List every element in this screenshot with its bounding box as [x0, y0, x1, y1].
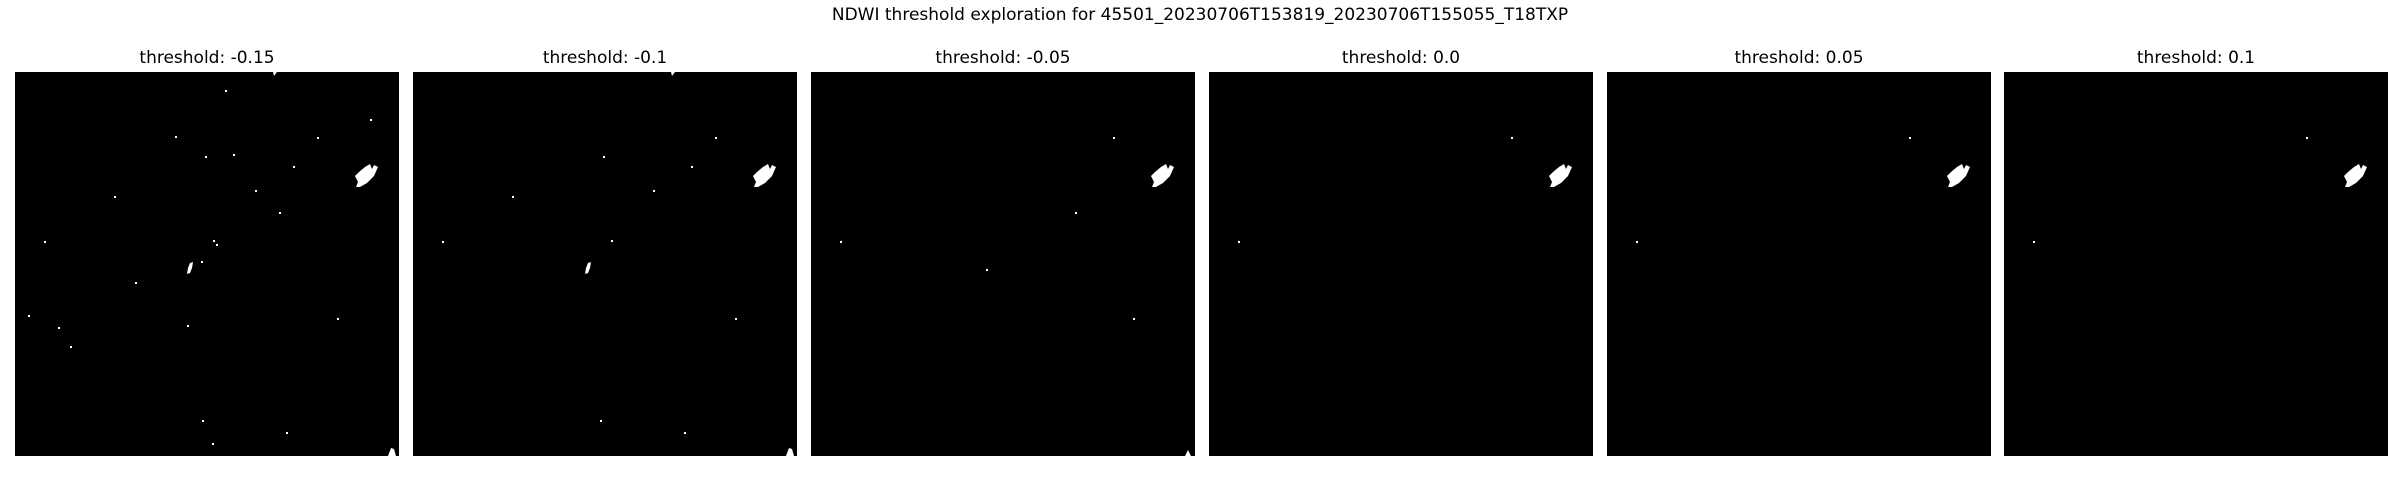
water-pixel [1133, 318, 1135, 320]
water-pixel [58, 327, 60, 329]
water-mask-image [2004, 72, 2388, 456]
water-body-lake [1549, 164, 1572, 187]
panel-title: threshold: 0.0 [1341, 48, 1461, 68]
water-mask-image [15, 72, 399, 456]
water-pixel [175, 136, 177, 138]
water-pixel [512, 196, 514, 198]
water-body-small [585, 262, 591, 274]
water-pixel [225, 90, 227, 92]
water-pixel [205, 156, 207, 158]
water-body-lake [753, 164, 776, 187]
figure-title: NDWI threshold exploration for 45501_202… [831, 5, 1569, 25]
water-body-edge [786, 448, 794, 456]
water-pixel [202, 420, 204, 422]
water-pixel [986, 269, 988, 271]
water-pixel [611, 240, 613, 242]
water-pixel [255, 190, 257, 192]
water-mask-svg [1238, 137, 1572, 243]
water-mask-image [1607, 72, 1991, 456]
water-pixel [187, 325, 189, 327]
water-pixel [735, 318, 737, 320]
water-body-top-edge [273, 72, 277, 76]
water-pixel [317, 137, 319, 139]
water-pixel [370, 119, 372, 121]
water-pixel [44, 241, 46, 243]
panel-title: threshold: -0.1 [542, 48, 668, 68]
panel-title: threshold: -0.15 [139, 48, 275, 68]
water-pixel [279, 212, 281, 214]
water-pixel [28, 315, 30, 317]
water-body-small [187, 262, 193, 274]
water-pixel [1636, 241, 1638, 243]
water-mask-svg [1636, 137, 1970, 243]
water-pixel [201, 261, 203, 263]
water-body-lake [1151, 164, 1174, 187]
water-pixel [213, 240, 215, 242]
water-body-lake [2344, 164, 2367, 187]
water-pixel [233, 154, 235, 156]
water-mask-svg [2033, 137, 2367, 243]
water-pixel [1511, 137, 1513, 139]
water-pixel [2306, 137, 2308, 139]
water-body-lake [1947, 164, 1970, 187]
water-pixel [337, 318, 339, 320]
water-mask-image [1209, 72, 1593, 456]
panel-title: threshold: -0.05 [935, 48, 1071, 68]
panel-title: threshold: 0.1 [2136, 48, 2256, 68]
water-mask-image [811, 72, 1195, 456]
water-pixel [70, 346, 72, 348]
water-body-edge [1185, 450, 1191, 456]
water-pixel [1238, 241, 1240, 243]
water-pixel [1075, 212, 1077, 214]
water-pixel [603, 156, 605, 158]
water-pixel [442, 241, 444, 243]
water-pixel [1909, 137, 1911, 139]
water-mask-svg [442, 72, 794, 456]
water-pixel [216, 244, 218, 246]
water-pixel [840, 241, 842, 243]
water-body-top-edge [671, 72, 675, 76]
water-pixel [293, 166, 295, 168]
water-mask-image [413, 72, 797, 456]
water-pixel [2033, 241, 2035, 243]
water-body-lake [355, 164, 378, 187]
water-pixel [1113, 137, 1115, 139]
water-pixel [212, 443, 214, 445]
water-mask-svg [28, 72, 396, 456]
water-pixel [600, 420, 602, 422]
panel-title: threshold: 0.05 [1734, 48, 1864, 68]
water-mask-svg [840, 137, 1191, 456]
water-pixel [684, 432, 686, 434]
water-pixel [715, 137, 717, 139]
water-pixel [114, 196, 116, 198]
water-pixel [691, 166, 693, 168]
water-body-edge [388, 448, 396, 456]
water-pixel [653, 190, 655, 192]
water-pixel [286, 432, 288, 434]
water-pixel [135, 282, 137, 284]
